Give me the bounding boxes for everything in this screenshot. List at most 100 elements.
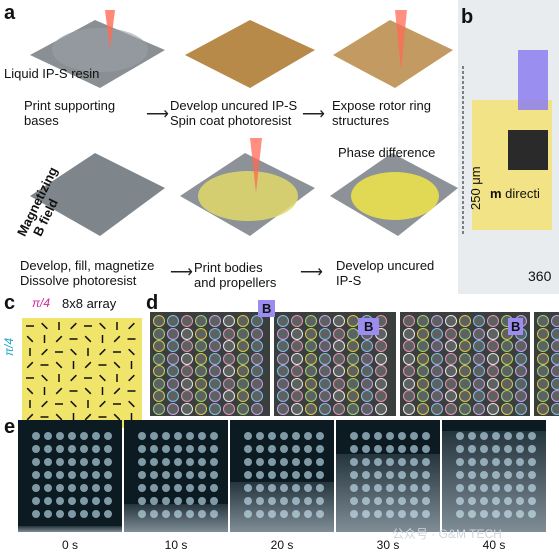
rotor-dot	[431, 402, 443, 415]
rotor-dot	[44, 510, 52, 518]
orientation-tick	[128, 400, 135, 408]
step3-caption: Expose rotor ring structures	[332, 98, 431, 128]
rotor-dot	[333, 402, 345, 415]
arrow-icon: ⟶	[146, 106, 169, 123]
orientation-tick	[41, 348, 48, 356]
rotor-dot	[237, 402, 249, 415]
rotor-dot	[422, 445, 430, 453]
orientation-tick	[55, 413, 63, 421]
rotor-dot	[68, 445, 76, 453]
time-label: 20 s	[270, 538, 294, 552]
rotor-dot	[150, 484, 158, 492]
rotor-dot	[487, 327, 499, 340]
rotor-dot	[181, 377, 193, 390]
top-angle-label: π/4	[32, 296, 51, 310]
rotor-dot	[537, 327, 549, 340]
arrow-icon: ⟶	[302, 106, 325, 123]
rotor-dot	[362, 445, 370, 453]
rotor-dot	[515, 402, 527, 415]
rotor-dot	[319, 377, 331, 390]
rotor-dot	[32, 510, 40, 518]
rotor-dot	[209, 315, 221, 327]
rotor-dot	[223, 352, 235, 365]
rotor-dot	[104, 471, 112, 479]
rotor-dot	[304, 445, 312, 453]
rotor-dot	[537, 402, 549, 415]
rotor-dot	[473, 390, 485, 402]
rotor-dot	[167, 352, 179, 365]
rotor-dot	[319, 340, 331, 352]
rotor-dot	[237, 315, 249, 327]
rotor-dot	[251, 340, 263, 352]
rotor-dot	[209, 377, 221, 390]
rotor-dot	[92, 510, 100, 518]
rotor-dot	[374, 445, 382, 453]
rotor-dot	[347, 340, 359, 352]
orientation-tick	[113, 387, 121, 395]
orientation-tick	[99, 348, 106, 356]
rotor-dot	[431, 390, 443, 402]
orientation-tick	[70, 348, 77, 356]
orientation-tick	[113, 361, 121, 369]
rotor-dot	[398, 432, 406, 440]
rotor-dot	[198, 445, 206, 453]
rotor-dot	[291, 352, 303, 365]
rotor-dot	[153, 315, 165, 327]
rotor-dot	[350, 445, 358, 453]
rotor-dot	[195, 352, 207, 365]
time-label: 10 s	[164, 538, 188, 552]
rotor-dot	[361, 377, 373, 390]
rotor-dot	[181, 390, 193, 402]
rotor-dot	[92, 484, 100, 492]
rotor-dot	[386, 432, 394, 440]
rotor-dot	[223, 327, 235, 340]
orientation-tick	[26, 335, 34, 343]
rotor-dot	[268, 432, 276, 440]
rotor-dot	[167, 327, 179, 340]
rotor-dot	[162, 484, 170, 492]
rotor-dot	[162, 432, 170, 440]
step1-caption: Print supporting bases	[24, 98, 116, 128]
rotor-dot	[305, 377, 317, 390]
time-label: 30 s	[376, 538, 400, 552]
rotor-dot	[150, 445, 158, 453]
step5-caption: Print bodies and propellers	[194, 260, 277, 290]
rotor-dot	[375, 340, 387, 352]
rotor-dot	[195, 340, 207, 352]
rotor-plate-illustration	[333, 10, 453, 88]
rotor-dot	[473, 315, 485, 327]
panel-e-letter: e	[4, 416, 16, 438]
rotor-dot	[417, 402, 429, 415]
panel-b-letter: b	[461, 6, 474, 28]
rotor-dot	[167, 377, 179, 390]
rotor-dot	[223, 365, 235, 377]
time-labels-row: 0 s 10 s 20 s 30 s 40 s	[18, 536, 559, 556]
grid-background	[22, 318, 142, 428]
rotor-dot	[403, 390, 415, 402]
micrograph-tile	[534, 312, 559, 416]
rotor-dot	[32, 471, 40, 479]
propellers-plate-illustration	[330, 153, 458, 236]
rotor-dot	[32, 458, 40, 466]
rotor-dot	[305, 390, 317, 402]
rotor-dot	[333, 365, 345, 377]
rotor-dot	[362, 432, 370, 440]
rotor-dot	[251, 377, 263, 390]
rotor-dot	[167, 402, 179, 415]
rotor-dot	[445, 377, 457, 390]
rotor-dot	[256, 471, 264, 479]
rotor-dot	[361, 402, 373, 415]
rotor-dot	[277, 390, 289, 402]
flow-frame	[230, 420, 334, 532]
rotor-dot	[515, 365, 527, 377]
rotor-dot	[162, 497, 170, 505]
rotor-dot	[487, 340, 499, 352]
rotor-dot	[174, 458, 182, 466]
rotor-dot	[487, 402, 499, 415]
rotor-dot	[198, 471, 206, 479]
rotor-dot	[333, 315, 345, 327]
rotor-dot	[459, 327, 471, 340]
rotor-dot	[80, 432, 88, 440]
rotor-dot	[68, 471, 76, 479]
rotor-dot	[445, 352, 457, 365]
